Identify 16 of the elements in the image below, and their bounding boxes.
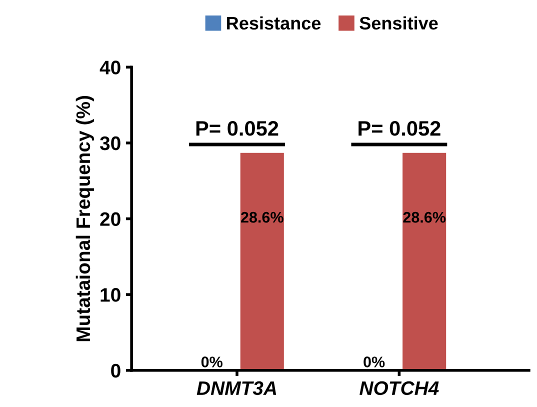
y-tick-label: 0 (111, 364, 120, 378)
data-label: 28.6% (403, 212, 446, 223)
annotation: P= 0.052 (196, 121, 278, 136)
y-tick-label: 40 (100, 60, 120, 74)
x-tick-label: DNMT3A (196, 381, 276, 396)
data-label: 28.6% (241, 212, 284, 223)
y-axis-title: Mutataional Frequency (%) (76, 96, 94, 342)
y-tick-label: 10 (100, 288, 120, 302)
legend-label: Sensitive (360, 16, 438, 30)
y-tick-label: 30 (100, 136, 120, 150)
data-label: 0% (364, 356, 385, 368)
legend-label: Resistance (227, 16, 321, 30)
data-label: 0% (201, 356, 222, 368)
annotation: P= 0.052 (358, 121, 440, 136)
x-tick-label: NOTCH4 (360, 381, 439, 396)
y-tick-label: 20 (100, 212, 120, 226)
